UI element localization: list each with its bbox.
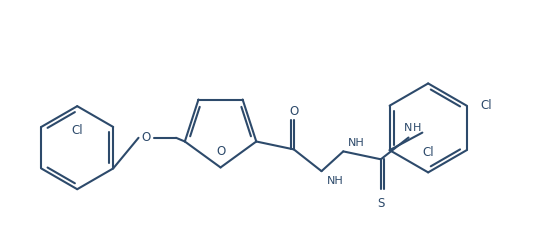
Text: NH: NH [348,138,365,149]
Text: S: S [377,197,384,210]
Text: Cl: Cl [422,146,434,159]
Text: NH: NH [326,176,343,186]
Text: O: O [216,144,225,158]
Text: Cl: Cl [481,99,492,112]
Text: H: H [412,123,421,133]
Text: Cl: Cl [71,124,83,137]
Text: O: O [142,131,151,144]
Text: O: O [289,105,299,118]
Text: N: N [404,123,413,133]
